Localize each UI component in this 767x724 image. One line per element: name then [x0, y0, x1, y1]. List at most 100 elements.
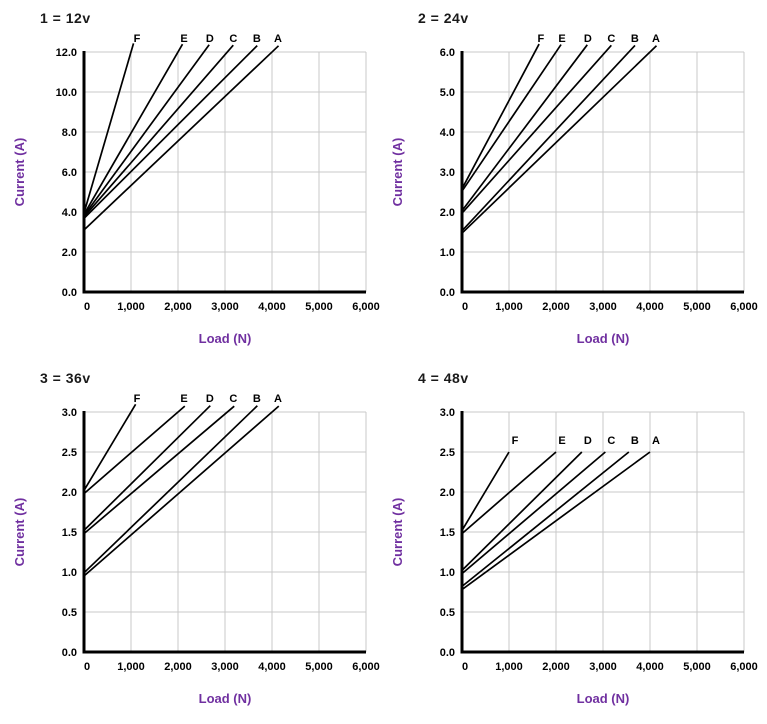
y-tick-label: 0.0 — [62, 647, 77, 659]
chart-title: 1 = 12v — [40, 10, 91, 26]
y-tick-label: 1.0 — [440, 567, 455, 579]
series-label-C: C — [229, 393, 237, 405]
series-label-A: A — [274, 393, 282, 405]
y-tick-label: 10.0 — [56, 87, 77, 99]
series-line-F — [461, 451, 510, 531]
series-label-B: B — [631, 435, 639, 447]
x-tick-label: 4,000 — [636, 301, 664, 313]
series-label-F: F — [512, 435, 519, 447]
x-tick-label: 4,000 — [636, 661, 664, 673]
x-axis-label: Load (N) — [576, 331, 630, 346]
x-tick-label: 5,000 — [683, 301, 711, 313]
series-line-B — [83, 45, 258, 220]
y-tick-label: 2.0 — [440, 207, 455, 219]
x-tick-label: 3,000 — [211, 301, 239, 313]
series-label-B: B — [631, 33, 639, 45]
series-line-B — [83, 405, 258, 574]
series-label-C: C — [607, 33, 615, 45]
series-line-F — [83, 43, 135, 214]
series-line-F — [83, 403, 137, 491]
y-tick-label: 1.0 — [440, 247, 455, 259]
y-tick-label: 3.0 — [440, 407, 455, 419]
x-tick-label: 0 — [462, 301, 468, 313]
x-tick-label: 5,000 — [683, 661, 711, 673]
series-line-B — [461, 44, 636, 232]
y-tick-label: 12.0 — [56, 47, 77, 59]
series-line-C — [83, 44, 234, 218]
chart-title: 4 = 48v — [418, 370, 469, 386]
y-tick-label: 3.0 — [62, 407, 77, 419]
series-label-B: B — [253, 33, 261, 45]
x-tick-label: 0 — [84, 661, 90, 673]
series-line-D — [83, 405, 211, 532]
series-line-A — [461, 451, 651, 591]
series-label-D: D — [584, 435, 592, 447]
series-line-A — [461, 45, 658, 234]
x-tick-label: 1,000 — [117, 301, 145, 313]
x-axis-label: Load (N) — [198, 691, 252, 706]
y-tick-label: 4.0 — [440, 127, 455, 139]
y-tick-label: 0.0 — [62, 287, 77, 299]
y-tick-label: 0.0 — [440, 287, 455, 299]
series-label-C: C — [607, 435, 615, 447]
y-tick-label: 1.5 — [62, 527, 77, 539]
x-tick-label: 3,000 — [211, 661, 239, 673]
series-line-C — [461, 451, 606, 575]
y-tick-label: 6.0 — [62, 167, 77, 179]
x-tick-label: 6,000 — [730, 301, 758, 313]
x-tick-label: 6,000 — [352, 301, 380, 313]
series-line-E — [461, 451, 557, 535]
x-tick-label: 6,000 — [352, 661, 380, 673]
x-tick-label: 6,000 — [730, 661, 758, 673]
y-tick-label: 2.5 — [440, 447, 455, 459]
y-tick-label: 4.0 — [62, 207, 77, 219]
series-line-C — [83, 405, 235, 535]
x-tick-label: 4,000 — [258, 301, 286, 313]
series-label-B: B — [253, 393, 261, 405]
series-line-D — [83, 44, 210, 217]
y-tick-label: 6.0 — [440, 47, 455, 59]
series-label-F: F — [134, 33, 141, 45]
series-label-E: E — [180, 33, 187, 45]
series-line-B — [461, 451, 630, 588]
x-axis-label: Load (N) — [198, 331, 252, 346]
chart-1-12v: 1 = 12v Current (A) 0.0 2.0 4.0 6.0 8.0 10.0 1… — [0, 0, 389, 364]
series-label-F: F — [537, 33, 544, 45]
series-line-E — [83, 43, 184, 215]
y-tick-label: 0.0 — [440, 647, 455, 659]
plot-area-48v: 0.0 0.5 1.0 1.5 2.0 2.5 3.0 0 1,000 2,000 3,000 4,0… — [440, 407, 758, 673]
y-tick-label: 0.5 — [62, 607, 77, 619]
series-line-A — [83, 45, 280, 231]
x-axis-label: Load (N) — [576, 691, 630, 706]
x-tick-label: 2,000 — [164, 301, 192, 313]
series-line-E — [83, 405, 186, 495]
x-tick-label: 0 — [84, 301, 90, 313]
chart-title: 2 = 24v — [418, 10, 469, 26]
x-tick-label: 2,000 — [164, 661, 192, 673]
series-label-E: E — [180, 393, 187, 405]
series-label-D: D — [584, 33, 592, 45]
series-label-A: A — [652, 435, 660, 447]
x-tick-label: 1,000 — [495, 301, 523, 313]
series-line-F — [461, 43, 540, 190]
series-label-E: E — [558, 33, 565, 45]
plot-area-36v: 0.0 0.5 1.0 1.5 2.0 2.5 3.0 0 1,000 2,000 3,000 4,0… — [62, 393, 380, 673]
chart-title: 3 = 36v — [40, 370, 91, 386]
x-tick-label: 3,000 — [589, 661, 617, 673]
y-tick-label: 2.0 — [62, 487, 77, 499]
x-tick-label: 2,000 — [542, 301, 570, 313]
series-label-D: D — [206, 393, 214, 405]
plot-area-12v: 0.0 2.0 4.0 6.0 8.0 10.0 12.0 0 1,000 2,000 3,000 4… — [56, 33, 380, 313]
series-label-E: E — [558, 435, 565, 447]
y-tick-label: 1.5 — [440, 527, 455, 539]
x-tick-label: 1,000 — [495, 661, 523, 673]
x-tick-label: 5,000 — [305, 661, 333, 673]
x-tick-label: 2,000 — [542, 661, 570, 673]
plot-area-24v: 0.0 1.0 2.0 3.0 4.0 5.0 6.0 0 1,000 2,000 3,000 4,0… — [440, 33, 758, 313]
series-label-A: A — [652, 33, 660, 45]
x-tick-label: 3,000 — [589, 301, 617, 313]
y-tick-label: 1.0 — [62, 567, 77, 579]
y-tick-label: 2.0 — [440, 487, 455, 499]
chart-4-48v: 4 = 48v Current (A) 0.0 0.5 1.0 1.5 2.0 2.5 3.… — [378, 360, 767, 724]
series-label-A: A — [274, 33, 282, 45]
